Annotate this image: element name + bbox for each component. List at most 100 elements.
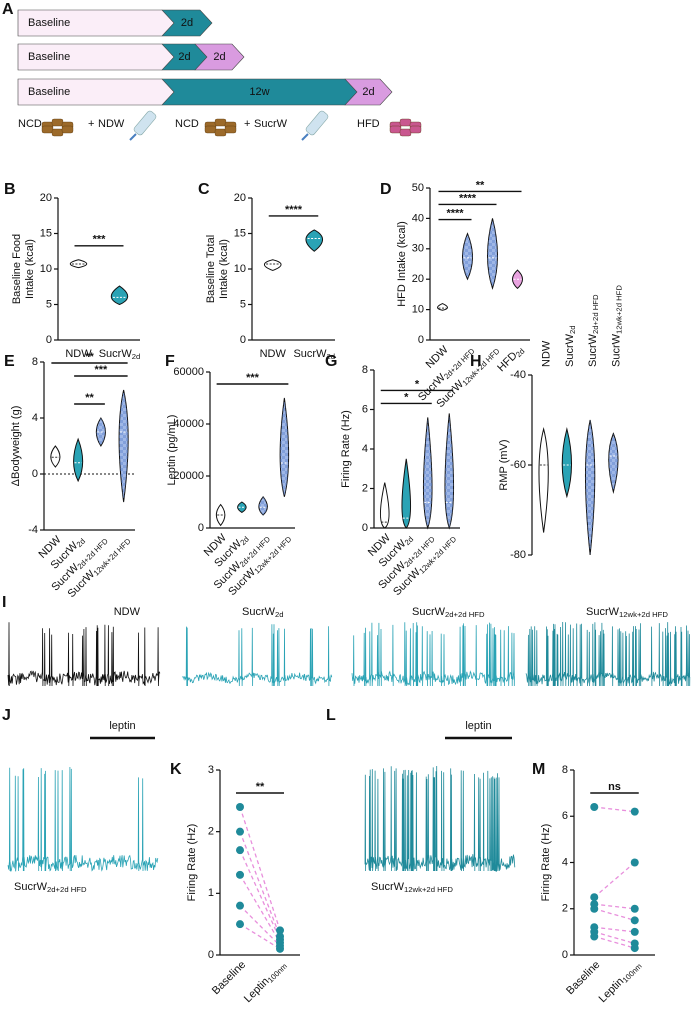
significance-label: *** [94, 364, 108, 376]
violin-pattern [608, 433, 619, 492]
x-tick-label-part: NDW [260, 348, 287, 360]
violin [401, 458, 411, 529]
y-tick-label: 40000 [173, 418, 204, 430]
trace-label-part: SucrW [412, 606, 446, 618]
trace [364, 765, 516, 872]
y-tick-label: 20000 [173, 470, 204, 482]
violin [538, 428, 549, 533]
legend-text: NCD [175, 118, 199, 130]
x-tick-label-part: 2d [326, 352, 335, 361]
segment-label: Baseline [28, 86, 70, 98]
y-tick-label: 2 [208, 826, 214, 838]
panel-letter: M [532, 761, 545, 778]
x-tick-label-part: SucrW [564, 333, 576, 367]
point [276, 944, 284, 953]
y-tick-label: -60 [510, 459, 526, 471]
timeline-segment [17, 43, 175, 71]
trace [525, 621, 691, 687]
y-tick-label: 15 [40, 227, 52, 239]
pair-line [594, 935, 635, 949]
y-tick-label: 60000 [173, 366, 204, 378]
point [630, 944, 639, 953]
y-tick-label: 4 [362, 443, 368, 455]
y-tick-label: 0 [46, 334, 52, 346]
violin [237, 501, 247, 513]
trace-label: SucrW2d+2d HFD [14, 881, 87, 894]
legend-text: HFD [357, 118, 380, 130]
y-axis-label: Firing Rate (Hz) [540, 824, 552, 902]
pair-line [239, 806, 281, 931]
y-axis-label: Firing Rate (Hz) [186, 824, 198, 902]
y-axis-label: RMP (mV) [498, 439, 510, 490]
violin-pattern [585, 420, 595, 555]
point [236, 827, 244, 836]
significance-label: * [404, 391, 409, 403]
violin [50, 445, 61, 468]
y-tick-label: 3 [208, 764, 214, 776]
x-tick-label: NDW [65, 348, 92, 360]
trace-label: NDW [114, 606, 141, 618]
y-tick-label: 20 [40, 192, 52, 204]
food-icon [214, 128, 227, 137]
point [590, 932, 599, 941]
violin [73, 437, 84, 483]
y-axis-label: ΔBodyweight (g) [10, 406, 22, 487]
y-tick-label: -40 [510, 369, 526, 381]
point [590, 803, 599, 811]
x-tick-label-part: SucrW [293, 348, 327, 360]
pair-line [239, 874, 281, 943]
violin [305, 229, 324, 252]
food-icon [51, 118, 64, 127]
segment-label: 2d [181, 17, 193, 29]
food-icon [399, 118, 412, 127]
legend-text: NDW [98, 118, 125, 130]
x-tick-label-part: NDW [541, 340, 553, 367]
trace-label: SucrW12wk+2d HFD [371, 881, 453, 894]
trace-label-part: SucrW [14, 881, 48, 893]
pair-line [594, 931, 635, 945]
timeline-segment [17, 78, 175, 106]
violin-pattern [487, 218, 498, 289]
x-tick-label: NDW [541, 340, 553, 367]
violin [379, 482, 390, 529]
y-tick-label: 10 [40, 263, 52, 275]
significance-label: **** [285, 204, 303, 216]
y-axis-label: Leptin (pg/mL) [166, 415, 178, 486]
panel-letter: C [198, 181, 210, 198]
x-tick-label-part: Baseline [564, 959, 602, 997]
y-tick-label: 40 [412, 212, 424, 224]
x-tick-label-part: NDW [65, 348, 92, 360]
violin [110, 285, 129, 306]
y-tick-label: 0 [418, 334, 424, 346]
panel-letter: I [2, 594, 6, 611]
trace [181, 624, 333, 687]
y-tick-label: 15 [234, 227, 246, 239]
x-tick-label-part: SucrW [99, 348, 133, 360]
trace [7, 622, 161, 687]
point [630, 807, 639, 816]
legend-text: + [88, 118, 94, 130]
trace-label-part: NDW [114, 606, 141, 618]
y-axis-label: Baseline Food [11, 234, 23, 304]
segment-label: Baseline [28, 17, 70, 29]
bottle-icon [305, 110, 329, 136]
food-icon [389, 125, 402, 134]
pair-line [594, 806, 635, 813]
x-tick-label: SucrW2d [293, 348, 335, 361]
trace-label-part: 2d+2d HFD [445, 610, 485, 619]
segment-label: 2d [178, 51, 190, 63]
x-tick-label: Baseline [564, 959, 602, 997]
timeline-segment [17, 9, 175, 37]
trace-label-part: 12wk+2d HFD [404, 885, 453, 894]
y-axis-label: Firing Rate (Hz) [340, 410, 352, 488]
point [590, 893, 599, 902]
food-icon [399, 128, 412, 137]
significance-label: ** [85, 392, 94, 404]
y-tick-label: -80 [510, 549, 526, 561]
y-axis-label: HFD Intake (kcal) [396, 221, 408, 307]
panel-letter: K [170, 761, 182, 778]
significance-label: ns [608, 781, 621, 793]
leptin-label: leptin [109, 720, 135, 732]
trace-label-part: 2d [275, 610, 284, 619]
